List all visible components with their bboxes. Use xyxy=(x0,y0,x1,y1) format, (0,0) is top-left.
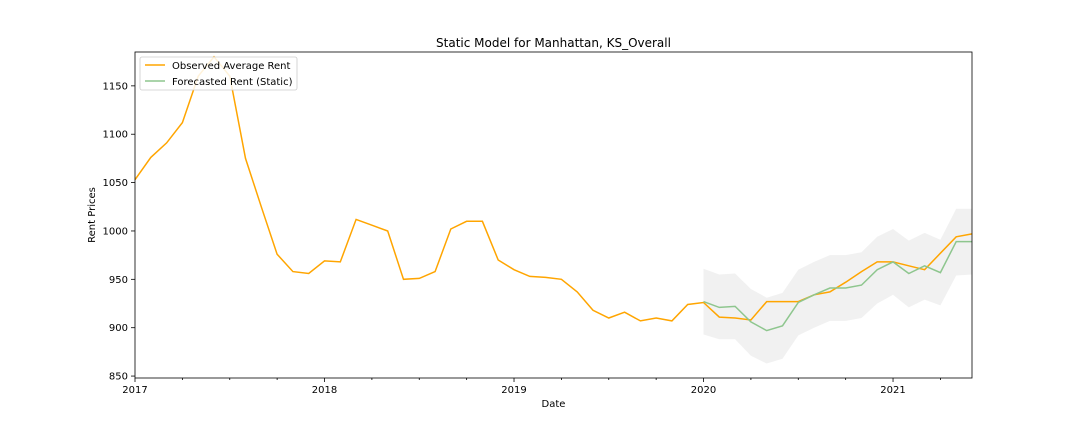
series-line-observed xyxy=(134,55,973,322)
y-tick-label: 850 xyxy=(109,372,128,383)
x-tick-label: 2017 xyxy=(122,385,147,396)
chart-title: Static Model for Manhattan, KS_Overall xyxy=(436,36,671,50)
y-tick-label: 1050 xyxy=(103,178,128,189)
legend-label-observed: Observed Average Rent xyxy=(172,61,291,72)
series-line-forecast xyxy=(703,240,972,332)
y-axis: 850 900 950 1000 1050 1100 1150 xyxy=(103,81,135,383)
x-tick-label: 2018 xyxy=(312,385,337,396)
plot-frame xyxy=(134,51,973,379)
legend: Observed Average Rent Forecasted Rent (S… xyxy=(139,56,298,91)
confidence-band-layer xyxy=(703,208,972,364)
legend-box xyxy=(139,56,298,91)
y-axis-label: Rent Prices xyxy=(87,187,98,243)
y-tick-label: 1150 xyxy=(103,81,128,92)
x-axis: 2017 2018 2019 2020 2021 xyxy=(122,378,941,396)
x-tick-label: 2020 xyxy=(691,385,716,396)
y-tick-label: 900 xyxy=(109,323,128,334)
x-tick-label: 2019 xyxy=(501,385,526,396)
y-tick-label: 1000 xyxy=(103,226,128,237)
x-axis-label: Date xyxy=(542,399,566,410)
y-tick-label: 950 xyxy=(109,275,128,286)
forecast-confidence-band xyxy=(703,208,972,364)
legend-label-forecast: Forecasted Rent (Static) xyxy=(172,77,293,88)
y-tick-label: 1100 xyxy=(103,130,128,141)
series-layer xyxy=(134,55,973,332)
x-tick-label: 2021 xyxy=(880,385,905,396)
